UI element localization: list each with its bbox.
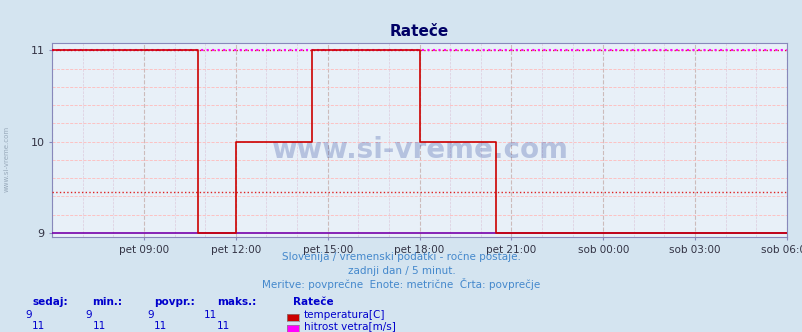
- Text: 11: 11: [92, 321, 106, 331]
- Text: Meritve: povprečne  Enote: metrične  Črta: povprečje: Meritve: povprečne Enote: metrične Črta:…: [262, 278, 540, 290]
- Text: 11: 11: [154, 321, 168, 331]
- Text: maks.:: maks.:: [217, 297, 256, 307]
- Text: povpr.:: povpr.:: [154, 297, 195, 307]
- Text: Slovenija / vremenski podatki - ročne postaje.: Slovenija / vremenski podatki - ročne po…: [282, 251, 520, 262]
- Text: 9: 9: [26, 310, 32, 320]
- Text: 9: 9: [86, 310, 92, 320]
- Title: Rateče: Rateče: [390, 24, 448, 39]
- Text: 9: 9: [148, 310, 154, 320]
- Text: www.si-vreme.com: www.si-vreme.com: [271, 136, 567, 164]
- Text: zadnji dan / 5 minut.: zadnji dan / 5 minut.: [347, 266, 455, 276]
- Text: 11: 11: [203, 310, 217, 320]
- Text: min.:: min.:: [92, 297, 122, 307]
- Text: www.si-vreme.com: www.si-vreme.com: [3, 126, 10, 193]
- Text: 11: 11: [32, 321, 46, 331]
- Text: hitrost vetra[m/s]: hitrost vetra[m/s]: [303, 321, 395, 331]
- Text: temperatura[C]: temperatura[C]: [303, 310, 384, 320]
- Text: sedaj:: sedaj:: [32, 297, 67, 307]
- Text: Rateče: Rateče: [293, 297, 334, 307]
- Text: 11: 11: [217, 321, 230, 331]
